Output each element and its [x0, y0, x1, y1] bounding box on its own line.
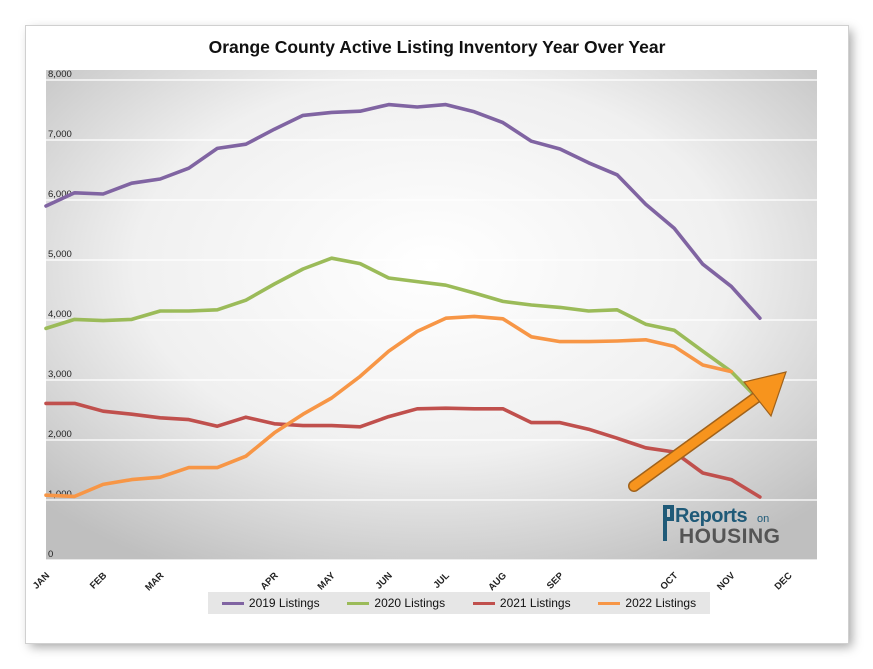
- gridlines: [46, 79, 817, 561]
- y-tick-label: 4,000: [48, 309, 72, 320]
- x-tick-label: NOV: [715, 570, 738, 593]
- x-tick-label: SEP: [545, 570, 567, 592]
- x-tick-label: DEC: [773, 570, 795, 592]
- series-line-2019: [44, 102, 762, 321]
- logo-reports-text: Reports: [675, 505, 748, 527]
- y-tick-label: 5,000: [48, 249, 72, 260]
- y-tick-label: 3,000: [48, 369, 72, 380]
- x-tick-label: MAY: [316, 570, 339, 593]
- y-tick-label: 7,000: [48, 129, 72, 140]
- series-line-2021: [44, 401, 762, 499]
- legend-label-2021: 2021 Listings: [499, 596, 571, 610]
- reports-on-housing-logo: Reports on HOUSING: [661, 501, 811, 551]
- y-tick-label: 0: [48, 549, 53, 560]
- legend-item-2021: 2021 Listings: [472, 596, 571, 610]
- legend-item-2022: 2022 Listings: [598, 596, 696, 610]
- annotation-arrow: [628, 371, 787, 492]
- series-line-2022: [44, 314, 734, 499]
- arrow-icon: [628, 371, 787, 492]
- legend-swatch-2020: [347, 601, 370, 605]
- x-tick-label: FEB: [88, 570, 109, 591]
- x-tick-label: JUN: [374, 570, 395, 591]
- y-tick-label: 6,000: [48, 189, 72, 200]
- x-tick-label: MAR: [143, 570, 166, 593]
- logo-mark-icon: [663, 505, 674, 541]
- plot-area: [46, 70, 817, 560]
- legend-swatch-2021: [472, 601, 495, 605]
- y-tick-label: 2,000: [48, 429, 72, 440]
- series-lines: [44, 102, 762, 499]
- x-tick-label: JUL: [431, 570, 452, 591]
- series-line-2020: [44, 256, 762, 403]
- y-tick-label: 8,000: [48, 69, 72, 80]
- legend: 2019 Listings 2020 Listings 2021 Listing…: [208, 592, 710, 614]
- x-tick-label: AUG: [486, 570, 509, 593]
- x-tick-label: JAN: [31, 570, 52, 591]
- x-tick-label: APR: [259, 570, 281, 592]
- legend-swatch-2019: [221, 601, 244, 605]
- line-chart: 01,0002,0003,0004,0005,0006,0007,0008,00…: [31, 69, 817, 594]
- legend-label-2022: 2022 Listings: [625, 596, 697, 610]
- chart-title: Orange County Active Listing Inventory Y…: [208, 37, 666, 57]
- chart-frame: Orange County Active Listing Inventory Y…: [26, 26, 848, 643]
- logo-housing-text: HOUSING: [679, 525, 781, 548]
- logo-on-text: on: [757, 513, 770, 525]
- legend-label-2020: 2020 Listings: [374, 596, 446, 610]
- legend-label-2019: 2019 Listings: [248, 596, 320, 610]
- legend-item-2020: 2020 Listings: [347, 596, 445, 610]
- x-tick-label: OCT: [658, 570, 680, 592]
- legend-item-2019: 2019 Listings: [221, 596, 320, 610]
- x-axis-ticks: JAN FEB MAR APR MAY JUN JUL AUG SEP OCT NOV DEC: [31, 570, 795, 594]
- legend-swatch-2022: [598, 601, 621, 605]
